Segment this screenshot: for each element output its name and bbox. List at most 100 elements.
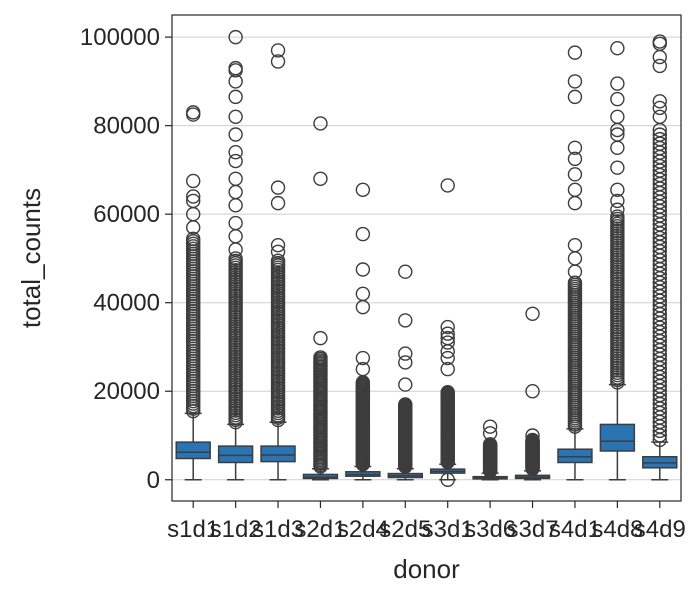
outlier-point (186, 189, 201, 204)
outlier-point (355, 350, 371, 366)
outlier-point (482, 426, 498, 441)
outlier-point (652, 34, 667, 49)
outlier-point (270, 180, 286, 195)
outlier-point (440, 330, 455, 346)
outlier-point (525, 428, 540, 443)
outlier-point (398, 355, 413, 370)
outlier-point (610, 109, 625, 125)
box-s1d3 (260, 43, 296, 481)
outlier-point (228, 60, 243, 76)
outlier-point (610, 202, 625, 217)
outlier-point (610, 182, 625, 198)
outlier-point (440, 361, 455, 377)
outlier-point (313, 330, 328, 346)
y-tick-label-5: 100000 (80, 24, 160, 51)
x-tick-label-s1d2: s1d2 (210, 516, 262, 543)
outlier-point (228, 109, 243, 125)
outlier-point (186, 193, 201, 209)
box-s3d7 (514, 306, 551, 481)
outlier-point (398, 377, 413, 392)
outlier-point (270, 43, 286, 58)
outlier-point (610, 40, 625, 56)
outlier-point (440, 178, 455, 193)
box-s3d6 (472, 419, 508, 481)
outlier-point (313, 350, 328, 365)
outlier-point (567, 167, 583, 182)
outlier-point (567, 275, 583, 290)
y-tick-label-3: 60000 (93, 201, 160, 228)
y-axis-title: total_counts (16, 188, 46, 328)
x-tick-label-s4d9: s4d9 (634, 516, 686, 543)
outlier-point (652, 58, 667, 74)
outlier-point (652, 127, 667, 142)
outlier-point (610, 76, 625, 91)
outlier-point (525, 384, 540, 399)
outlier-point (398, 313, 413, 328)
plot-frame (171, 14, 682, 502)
outlier-point (440, 319, 455, 335)
box-s1d1 (175, 105, 211, 481)
outlier-point (228, 29, 243, 45)
outlier-point (228, 215, 243, 231)
outlier-point (610, 193, 625, 209)
outlier-point (440, 335, 455, 350)
outlier-point (610, 127, 625, 142)
outlier-point (186, 231, 201, 247)
y-tick-label-1: 20000 (93, 378, 160, 405)
outlier-point (355, 286, 371, 302)
outlier-point (313, 171, 328, 186)
outlier-point (525, 306, 540, 321)
outlier-point (567, 251, 583, 266)
outlier-point (567, 74, 583, 89)
outlier-point (355, 361, 371, 377)
outlier-point (610, 160, 625, 175)
outlier-point (270, 54, 286, 69)
x-tick-label-s1d3: s1d3 (252, 516, 304, 543)
outlier-point (228, 251, 243, 266)
outlier-point (228, 198, 243, 213)
outlier-point (228, 229, 243, 244)
grid-lines (172, 36, 681, 481)
x-tick-label-s4d1: s4d1 (549, 516, 601, 543)
outlier-point (610, 91, 625, 107)
outlier-point (270, 195, 286, 211)
outlier-point (440, 326, 455, 341)
outlier-point (270, 253, 286, 268)
outlier-point (440, 472, 455, 487)
x-tick-label-s3d1: s3d1 (422, 516, 474, 543)
x-tick-label-s2d5: s2d5 (379, 516, 431, 543)
outlier-point (652, 94, 667, 109)
outlier-point (610, 140, 625, 155)
y-tick-label-0: 0 (147, 467, 160, 494)
outlier-point (228, 127, 243, 142)
outlier-point (652, 109, 667, 125)
box-s4d9 (642, 34, 678, 481)
outlier-point (398, 397, 413, 412)
outlier-point (355, 182, 371, 198)
y-ticks: 0 20000 40000 60000 80000 100000 (80, 24, 172, 494)
box-s4d8 (599, 40, 636, 481)
outlier-point (610, 209, 625, 224)
box-body-s1d2 (217, 445, 254, 464)
outlier-point (567, 151, 583, 167)
x-tick-label-s2d4: s2d4 (337, 516, 389, 543)
outlier-point (186, 105, 201, 120)
box-s4d1 (557, 45, 593, 481)
box-s2d1 (302, 116, 339, 481)
outlier-point (270, 237, 286, 253)
outlier-point (228, 153, 243, 169)
outlier-point (398, 346, 413, 361)
outlier-point (186, 173, 201, 189)
outlier-point (567, 89, 583, 105)
box-s2d5 (387, 264, 424, 481)
outlier-point (652, 100, 667, 116)
x-tick-label-s2d1: s2d1 (294, 516, 346, 543)
box-body-s4d1 (557, 448, 593, 464)
y-tick-label-2: 40000 (93, 290, 160, 317)
box-s3d1 (429, 178, 466, 487)
outlier-point (567, 45, 583, 60)
x-axis-title: donor (393, 554, 460, 584)
outlier-point (652, 49, 667, 65)
box-body-s1d1 (175, 441, 211, 460)
outlier-point (482, 437, 498, 452)
